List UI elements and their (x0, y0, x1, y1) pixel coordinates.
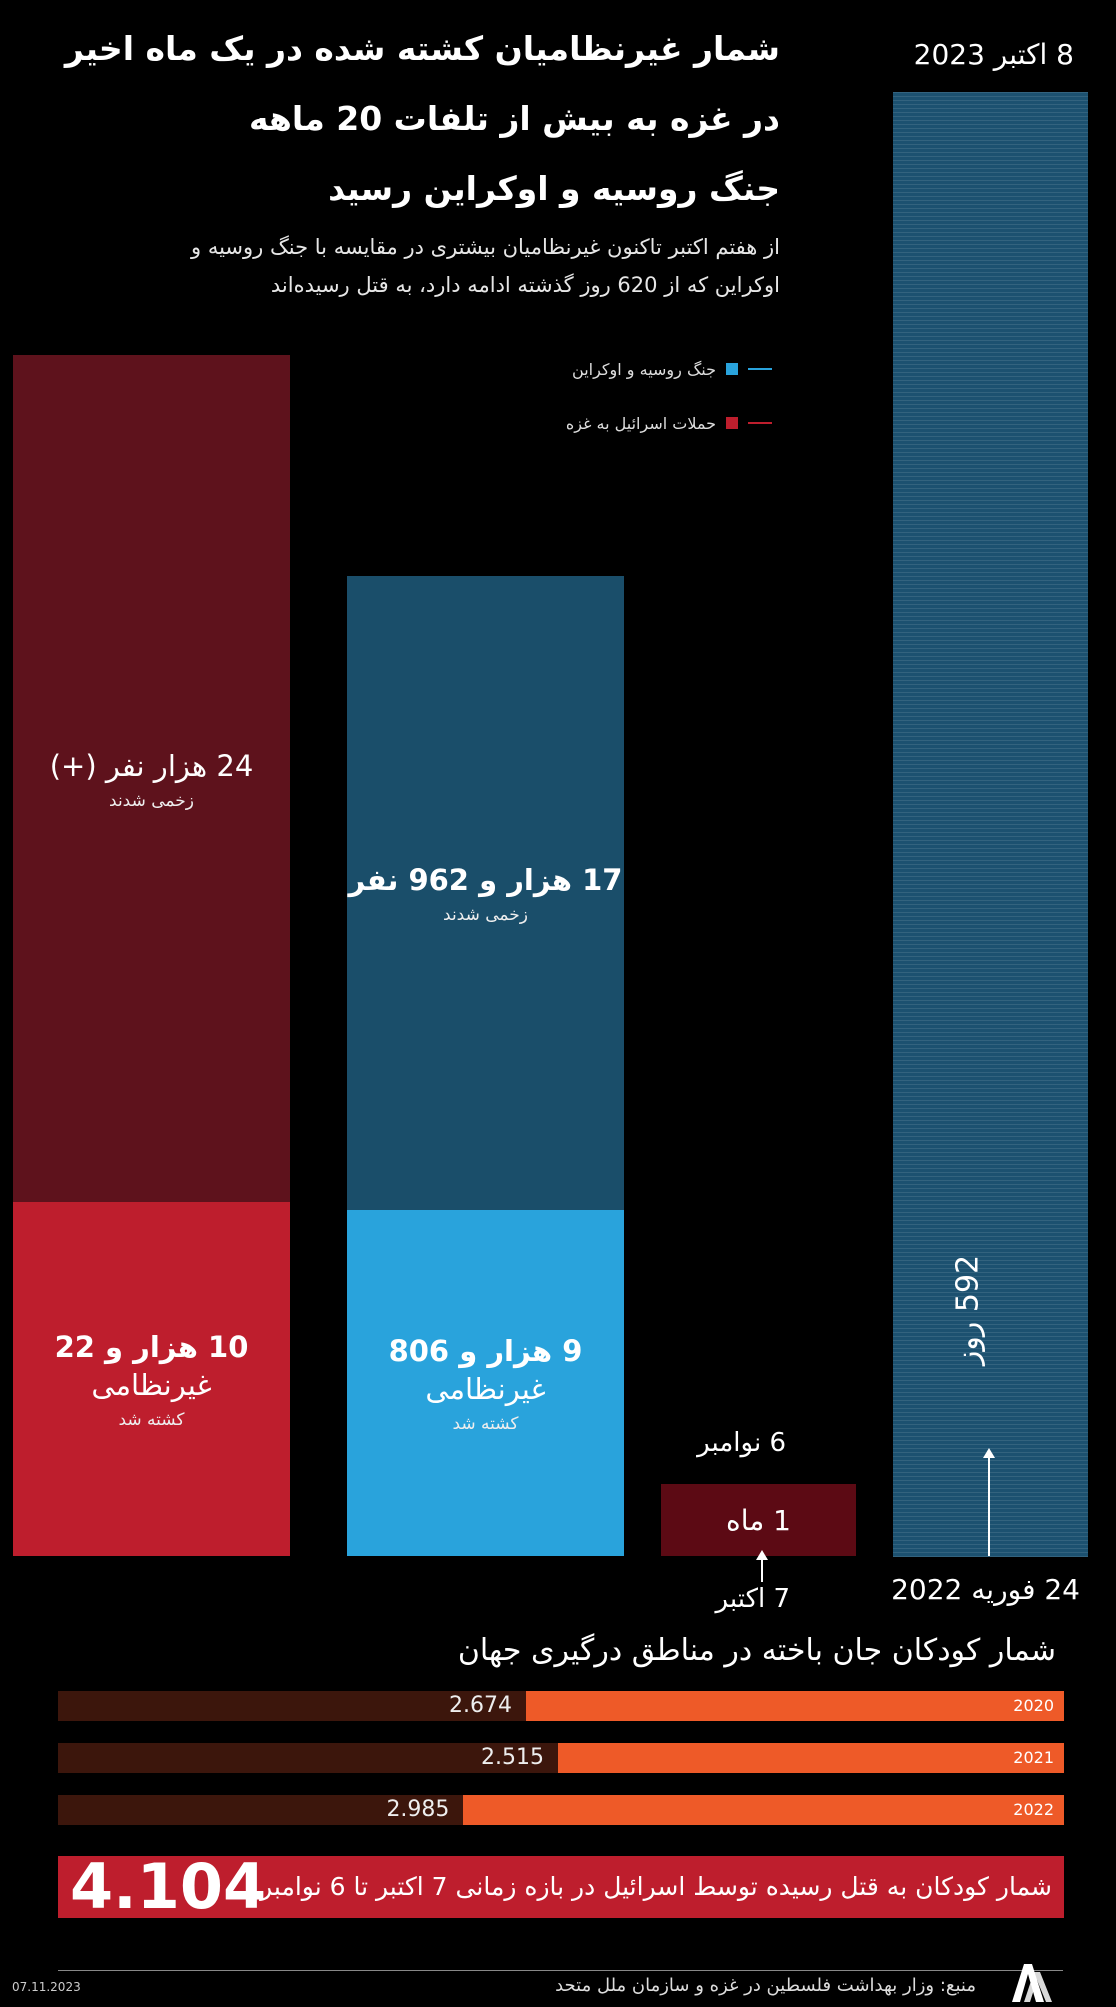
gaza-children-band: 4.104 شمار کودکان به قتل رسیده توسط اسرا… (58, 1850, 1064, 1923)
timeline-duration-label: 1 ماه (726, 1503, 791, 1537)
children-chart-title: شمار کودکان جان باخته در مناطق درگیری جه… (457, 1633, 1056, 1668)
bar-ukraine-injured: 17 هزار و 962 نفر زخمی شدند (347, 575, 624, 1210)
children-bar: 2020 (526, 1691, 1064, 1721)
children-bar-year: 2022 (1013, 1800, 1054, 1819)
arrow-up-icon (988, 1450, 990, 1556)
legend-swatch (726, 363, 738, 375)
bar-caption: زخمی شدند (109, 790, 194, 811)
title-line: جنگ روسیه و اوکراین رسید (328, 169, 780, 208)
children-bar-value: 2.515 (481, 1745, 544, 1770)
children-bar-row: 2021 2.515 (58, 1743, 1064, 1773)
legend-swatch (726, 417, 738, 429)
bar-ukraine-killed: 9 هزار و 806 غیرنظامی کشته شد (347, 1209, 624, 1556)
children-bar-value: 2.674 (449, 1693, 512, 1718)
bar-caption: زخمی شدند (443, 904, 528, 925)
legend-label: حملات اسرائیل به غزه (565, 413, 716, 433)
children-bar-year: 2021 (1013, 1748, 1054, 1767)
children-bar-value: 2.985 (386, 1797, 450, 1822)
title-line: شمار غیرنظامیان کشته شده در یک ماه اخیر (64, 29, 780, 68)
children-bar-row: 2022 2.985 (58, 1795, 1064, 1825)
legend-item-ukraine: جنگ روسیه و اوکراین (392, 356, 772, 382)
legend-item-gaza: حملات اسرائیل به غزه (392, 410, 772, 436)
bar-caption: کشته شد (452, 1413, 519, 1434)
timeline-end-date: 6 نوامبر (697, 1428, 786, 1458)
timeline-end-date: 8 اکتبر 2023 (913, 38, 1074, 71)
gaza-children-number: 4.104 (70, 1850, 267, 1923)
bar-group-label: غیرنظامی (425, 1371, 546, 1406)
children-bar-row: 2020 2.674 (58, 1691, 1064, 1721)
page-title: شمار غیرنظامیان کشته شده در یک ماه اخیر … (64, 14, 780, 224)
subtitle-line: اوکراین که از 620 روز گذشته ادامه دارد، … (270, 273, 780, 297)
timeline-duration-label: 592 روز (950, 1254, 986, 1366)
children-bar-year: 2020 (1013, 1696, 1054, 1715)
bar-value-label: 10 هزار و 22 (54, 1330, 249, 1365)
bar-value-label: 9 هزار و 806 (388, 1333, 583, 1368)
timeline-start-date: 7 اکتبر (715, 1584, 790, 1614)
bar-gaza-injured: 24 هزار نفر (+) زخمی شدند (13, 355, 290, 1203)
footer-divider (58, 1970, 1063, 1971)
arrow-up-icon (761, 1556, 763, 1582)
children-bar: 2021 (557, 1743, 1064, 1773)
gaza-children-text: شمار کودکان به قتل رسیده توسط اسرائیل در… (260, 1872, 1052, 1901)
timeline-bar-gaza: 1 ماه (661, 1484, 856, 1556)
bar-caption: کشته شد (118, 1410, 185, 1431)
title-line: در غزه به بیش از تلفات 20 ماهه (249, 99, 780, 138)
children-bar: 2022 (463, 1795, 1064, 1825)
bar-group-label: غیرنظامی (91, 1368, 212, 1403)
source-note: منبع: وزار بهداشت فلسطین در غزه و سازمان… (555, 1975, 976, 1996)
bar-value-label: 17 هزار و 962 نفر (348, 862, 623, 897)
subtitle-line: از هفتم اکتبر تاکنون غیرنظامیان بیشتری د… (191, 235, 780, 259)
legend: جنگ روسیه و اوکراین حملات اسرائیل به غزه (392, 356, 772, 464)
bar-gaza-killed: 10 هزار و 22 غیرنظامی کشته شد (13, 1202, 290, 1556)
bar-value-label: 24 هزار نفر (+) (49, 748, 254, 783)
publish-date: 07.11.2023 (12, 1980, 81, 1994)
aa-logo-icon (1012, 1964, 1052, 2002)
subtitle: از هفتم اکتبر تاکنون غیرنظامیان بیشتری د… (100, 228, 780, 304)
legend-line (748, 368, 772, 370)
timeline-start-date: 24 فوریه 2022 (891, 1573, 1080, 1606)
arrow-head-icon (756, 1550, 768, 1560)
arrow-head-icon (983, 1448, 995, 1458)
legend-line (748, 422, 772, 424)
legend-label: جنگ روسیه و اوکراین (572, 359, 716, 379)
timeline-bar-ukraine (893, 92, 1088, 1557)
